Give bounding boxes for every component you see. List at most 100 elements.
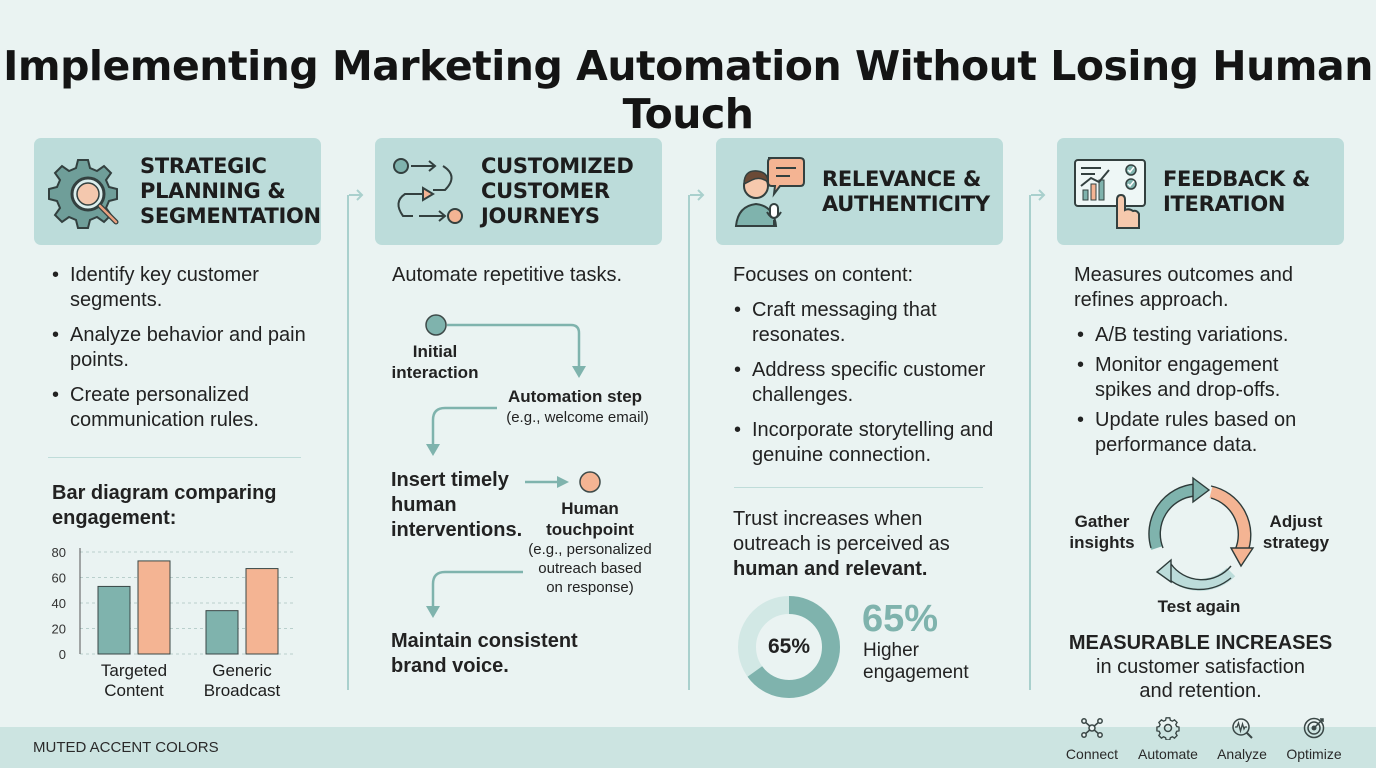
y-tick-label: 60 xyxy=(52,571,66,586)
cycle-label-test: Test again xyxy=(1157,597,1241,616)
column-separator xyxy=(688,195,690,690)
result-line: and retention. xyxy=(1139,680,1262,702)
flow-label: interventions. xyxy=(391,519,523,541)
y-tick-label: 40 xyxy=(52,596,66,611)
cycle-label-adjust: Adjust strategy xyxy=(1253,511,1339,553)
footer-item-label: Connect xyxy=(1065,746,1119,762)
target-icon xyxy=(1303,717,1325,739)
cycle-label-line: Adjust xyxy=(1269,512,1323,531)
list-item: A/B testing variations. xyxy=(1077,323,1322,348)
list-item: Monitor engagement spikes and drop-offs. xyxy=(1077,353,1322,403)
speaker-chat-icon xyxy=(734,157,805,227)
column-intro: Automate repetitive tasks. xyxy=(392,264,623,286)
donut-label: 65% xyxy=(767,635,811,658)
heading-line: CUSTOMIZED xyxy=(481,154,634,178)
divider xyxy=(734,487,983,488)
column-header: RELEVANCE & AUTHENTICITY xyxy=(716,138,1003,245)
trust-line: Trust increases when xyxy=(733,508,923,530)
footer-item-label: Optimize xyxy=(1286,746,1342,762)
column-header: STRATEGIC PLANNING & SEGMENTATION xyxy=(34,138,321,245)
flow-note: (e.g., welcome email) xyxy=(506,409,649,426)
dashboard-touch-icon xyxy=(1074,159,1146,229)
y-tick-label: 0 xyxy=(59,647,66,662)
flow-node-insert: Insert timely human interventions. xyxy=(391,468,541,543)
engagement-donut xyxy=(738,596,840,698)
divider xyxy=(48,457,301,458)
bullet-list: Identify key customer segments. Analyze … xyxy=(52,263,312,443)
gear-icon xyxy=(1156,717,1180,740)
cycle-diagram xyxy=(1148,476,1255,591)
column-customer-journeys: CUSTOMIZED CUSTOMER JOURNEYS Automate re… xyxy=(375,138,662,698)
y-tick-label: 20 xyxy=(52,622,66,637)
heading-line: AUTHENTICITY xyxy=(822,191,990,216)
list-item: Incorporate storytelling and genuine con… xyxy=(734,418,996,468)
result-statement: MEASURABLE INCREASES in customer satisfa… xyxy=(1057,631,1344,703)
flow-node-initial: Initial interaction xyxy=(375,341,495,383)
chevron-right-icon xyxy=(690,189,705,201)
flow-note-line: outreach based xyxy=(538,560,642,577)
list-item: Analyze behavior and pain points. xyxy=(52,323,312,373)
heading-line: ITERATION xyxy=(1163,191,1286,216)
chart-title: Bar diagram comparing engagement: xyxy=(52,482,277,529)
bar xyxy=(137,560,171,655)
stat-value: 65% xyxy=(862,598,939,640)
column-strategic-planning: STRATEGIC PLANNING & SEGMENTATION Identi… xyxy=(34,138,321,700)
list-item: Identify key customer segments. xyxy=(52,263,312,313)
y-tick-label: 80 xyxy=(52,545,66,560)
heading-line: STRATEGIC xyxy=(140,154,267,178)
trust-line-bold: human and relevant. xyxy=(733,558,928,580)
flow-node-automation: Automation step xyxy=(507,387,643,406)
footer-item-label: Automate xyxy=(1138,746,1198,762)
flow-node-human: Human touchpoint xyxy=(525,498,655,540)
result-line: in customer satisfaction xyxy=(1096,656,1305,678)
network-icon xyxy=(1081,718,1103,738)
column-intro: Measures outcomes and refines approach. xyxy=(1074,263,1344,313)
heading-line: FEEDBACK & xyxy=(1163,166,1311,191)
cycle-label-gather: Gather insights xyxy=(1059,511,1145,553)
x-tick-label: Broadcast xyxy=(204,681,281,700)
bullet-list: Craft messaging that resonates. Address … xyxy=(734,298,996,478)
column-separator xyxy=(347,195,349,690)
heading-line: RELEVANCE & xyxy=(822,166,981,191)
x-tick-label: Targeted xyxy=(101,661,167,680)
intro-line: Measures outcomes and xyxy=(1074,264,1294,286)
column-heading: CUSTOMIZED CUSTOMER JOURNEYS xyxy=(481,138,657,245)
heading-line: CUSTOMER xyxy=(481,179,610,203)
donut-fill xyxy=(738,596,840,698)
flow-label: Insert timely xyxy=(391,469,509,491)
cycle-label-line: insights xyxy=(1069,533,1135,552)
bar xyxy=(205,610,239,655)
footer-label: MUTED ACCENT COLORS xyxy=(33,739,219,756)
bar xyxy=(245,568,279,655)
flow-note-line: (e.g., personalized xyxy=(528,541,652,558)
flow-label: interaction xyxy=(391,363,479,382)
flow-note-line: on response) xyxy=(546,579,634,596)
list-item: Craft messaging that resonates. xyxy=(734,298,996,348)
list-item: Update rules based on performance data. xyxy=(1077,408,1322,458)
heading-line: JOURNEYS xyxy=(481,204,600,228)
flow-label: human xyxy=(391,494,457,516)
result-bold: MEASURABLE INCREASES xyxy=(1068,632,1333,654)
flow-label: Human xyxy=(561,499,619,518)
heading-line: SEGMENTATION xyxy=(140,204,321,228)
x-tick-label: Generic xyxy=(212,661,272,680)
footer-item-connect: Connect xyxy=(1057,718,1127,768)
flow-label: touchpoint xyxy=(546,520,634,539)
x-tick-label: Content xyxy=(104,681,164,700)
page-title: Implementing Marketing Automation Withou… xyxy=(3,42,1373,138)
stat-label-line: engagement xyxy=(863,662,969,683)
flow-note: (e.g., personalized outreach based on re… xyxy=(510,540,670,597)
chevron-right-icon xyxy=(349,189,364,201)
column-heading: FEEDBACK & ITERATION xyxy=(1163,138,1339,245)
bullet-list: A/B testing variations. Monitor engageme… xyxy=(1077,323,1322,468)
list-item: Create personalized communication rules. xyxy=(52,383,312,433)
column-heading: RELEVANCE & AUTHENTICITY xyxy=(822,138,998,245)
footer-bar: MUTED ACCENT COLORS Connect Automate Ana… xyxy=(0,717,1376,768)
footer-item-automate: Automate xyxy=(1133,717,1203,768)
flow-label: brand voice. xyxy=(391,655,509,677)
column-intro: Focuses on content: xyxy=(733,264,914,286)
flow-node-maintain: Maintain consistent brand voice. xyxy=(391,629,651,679)
column-header: CUSTOMIZED CUSTOMER JOURNEYS xyxy=(375,138,662,245)
column-relevance-authenticity: RELEVANCE & AUTHENTICITY Focuses on cont… xyxy=(716,138,1003,698)
